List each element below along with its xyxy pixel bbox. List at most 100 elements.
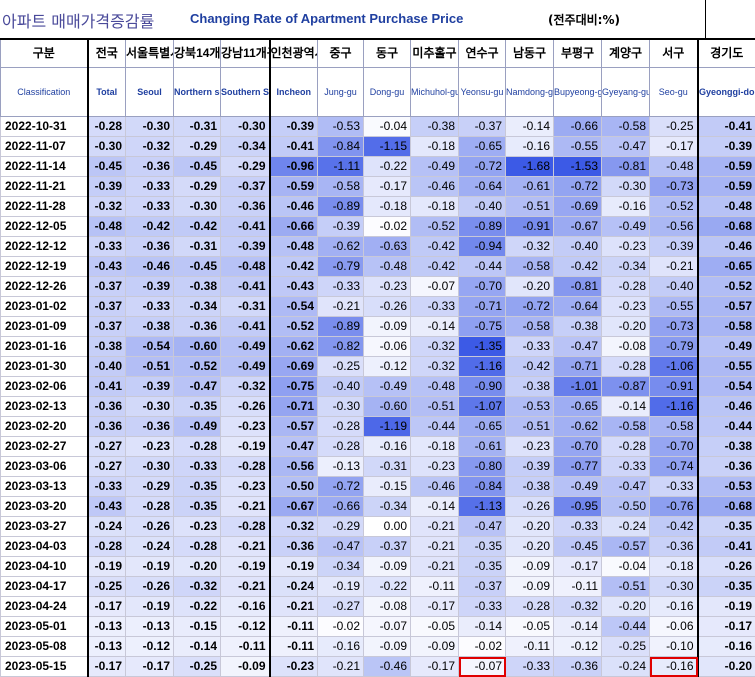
cell-value: -0.47 xyxy=(602,137,650,157)
cell-value: -0.59 xyxy=(698,177,755,197)
header-en-14: Gyeonggi-do xyxy=(698,68,755,117)
cell-value: -0.25 xyxy=(650,117,698,137)
cell-value: -0.36 xyxy=(88,397,126,417)
cell-value: -0.48 xyxy=(698,197,755,217)
cell-value: -0.48 xyxy=(270,237,318,257)
cell-value: -0.23 xyxy=(506,437,554,457)
cell-value: -0.55 xyxy=(650,297,698,317)
cell-value: -0.68 xyxy=(698,497,755,517)
cell-value: -0.21 xyxy=(221,577,270,597)
cell-value: -0.26 xyxy=(506,497,554,517)
cell-value: -0.58 xyxy=(602,117,650,137)
row-date: 2022-11-28 xyxy=(1,197,88,217)
cell-value: -0.06 xyxy=(364,337,411,357)
cell-value: -0.28 xyxy=(602,357,650,377)
cell-value: -0.12 xyxy=(221,617,270,637)
cell-value: -0.28 xyxy=(88,117,126,137)
cell-value: -0.16 xyxy=(318,637,364,657)
cell-value: -0.23 xyxy=(126,437,174,457)
cell-value: -0.51 xyxy=(506,197,554,217)
row-date: 2023-05-01 xyxy=(1,617,88,637)
cell-value: -0.36 xyxy=(88,417,126,437)
header-en-6: Jung-gu xyxy=(318,68,364,117)
cell-value: -0.79 xyxy=(650,337,698,357)
cell-value: -0.82 xyxy=(318,337,364,357)
cell-value: -0.07 xyxy=(364,617,411,637)
table-row: 2023-03-13-0.33-0.29-0.35-0.23-0.50-0.72… xyxy=(1,477,755,497)
cell-value: -1.16 xyxy=(459,357,506,377)
cell-value: -0.39 xyxy=(698,137,755,157)
cell-value: -0.40 xyxy=(88,357,126,377)
cell-value: -0.59 xyxy=(270,177,318,197)
header-ko-0: 구분 xyxy=(1,39,88,68)
cell-value: -0.33 xyxy=(126,197,174,217)
cell-value: -0.67 xyxy=(554,217,602,237)
cell-value: -0.19 xyxy=(126,557,174,577)
cell-value: -0.16 xyxy=(698,637,755,657)
row-date: 2023-02-20 xyxy=(1,417,88,437)
cell-value: -0.47 xyxy=(554,337,602,357)
cell-value: -0.48 xyxy=(650,157,698,177)
cell-value: -1.06 xyxy=(650,357,698,377)
cell-value: -0.58 xyxy=(318,177,364,197)
cell-value: -0.37 xyxy=(459,577,506,597)
cell-value: -0.29 xyxy=(174,137,221,157)
cell-value: -0.11 xyxy=(270,637,318,657)
cell-value: -0.41 xyxy=(221,217,270,237)
table-row: 2023-04-24-0.17-0.19-0.22-0.16-0.21-0.27… xyxy=(1,597,755,617)
cell-value: -0.44 xyxy=(698,417,755,437)
cell-value: -0.49 xyxy=(602,217,650,237)
cell-value: -0.16 xyxy=(650,597,698,617)
row-date: 2023-01-09 xyxy=(1,317,88,337)
cell-value: -0.35 xyxy=(459,537,506,557)
cell-value: -0.28 xyxy=(602,437,650,457)
row-date: 2022-10-31 xyxy=(1,117,88,137)
table-row: 2022-12-19-0.43-0.46-0.45-0.48-0.42-0.79… xyxy=(1,257,755,277)
cell-value: -0.44 xyxy=(602,617,650,637)
table-row: 2023-02-20-0.36-0.36-0.49-0.23-0.57-0.28… xyxy=(1,417,755,437)
table-row: 2022-11-21-0.39-0.33-0.29-0.37-0.59-0.58… xyxy=(1,177,755,197)
cell-value: -0.28 xyxy=(318,437,364,457)
cell-value: -0.24 xyxy=(602,657,650,677)
cell-value: -0.54 xyxy=(698,377,755,397)
cell-value: -0.55 xyxy=(554,137,602,157)
cell-value: -0.23 xyxy=(364,277,411,297)
cell-value: -0.59 xyxy=(698,157,755,177)
cell-value: -0.40 xyxy=(459,197,506,217)
cell-value: -0.19 xyxy=(270,557,318,577)
cell-value: 0.00 xyxy=(364,517,411,537)
cell-value: -0.34 xyxy=(602,257,650,277)
cell-value: -0.50 xyxy=(270,477,318,497)
cell-value: -0.14 xyxy=(411,317,459,337)
cell-value: -0.15 xyxy=(174,617,221,637)
cell-value: -0.51 xyxy=(411,397,459,417)
cell-value: -0.62 xyxy=(270,337,318,357)
cell-value: -0.16 xyxy=(602,197,650,217)
cell-value: -0.94 xyxy=(459,237,506,257)
cell-value: -0.17 xyxy=(554,557,602,577)
header-en-13: Seo-gu xyxy=(650,68,698,117)
cell-value: -0.43 xyxy=(88,497,126,517)
cell-value: -0.19 xyxy=(88,557,126,577)
cell-value: -0.52 xyxy=(174,357,221,377)
cell-value: -0.30 xyxy=(88,137,126,157)
cell-value: -0.20 xyxy=(602,317,650,337)
cell-value: -0.29 xyxy=(318,517,364,537)
cell-value: -0.30 xyxy=(126,397,174,417)
row-date: 2023-03-27 xyxy=(1,517,88,537)
cell-value: -0.34 xyxy=(318,557,364,577)
row-date: 2022-12-05 xyxy=(1,217,88,237)
cell-value: -0.44 xyxy=(459,257,506,277)
cell-value: -0.43 xyxy=(270,277,318,297)
cell-value: -0.35 xyxy=(698,577,755,597)
cell-value: -0.25 xyxy=(318,357,364,377)
cell-value: -0.02 xyxy=(459,637,506,657)
cell-value: -0.32 xyxy=(221,377,270,397)
header-en-11: Bupyeong-gu xyxy=(554,68,602,117)
cell-value: -0.41 xyxy=(221,277,270,297)
cell-value: -0.49 xyxy=(221,337,270,357)
table-row: 2022-12-05-0.48-0.42-0.42-0.41-0.66-0.39… xyxy=(1,217,755,237)
cell-value: -0.27 xyxy=(318,597,364,617)
cell-value: -0.14 xyxy=(506,117,554,137)
cell-value: -0.45 xyxy=(554,537,602,557)
